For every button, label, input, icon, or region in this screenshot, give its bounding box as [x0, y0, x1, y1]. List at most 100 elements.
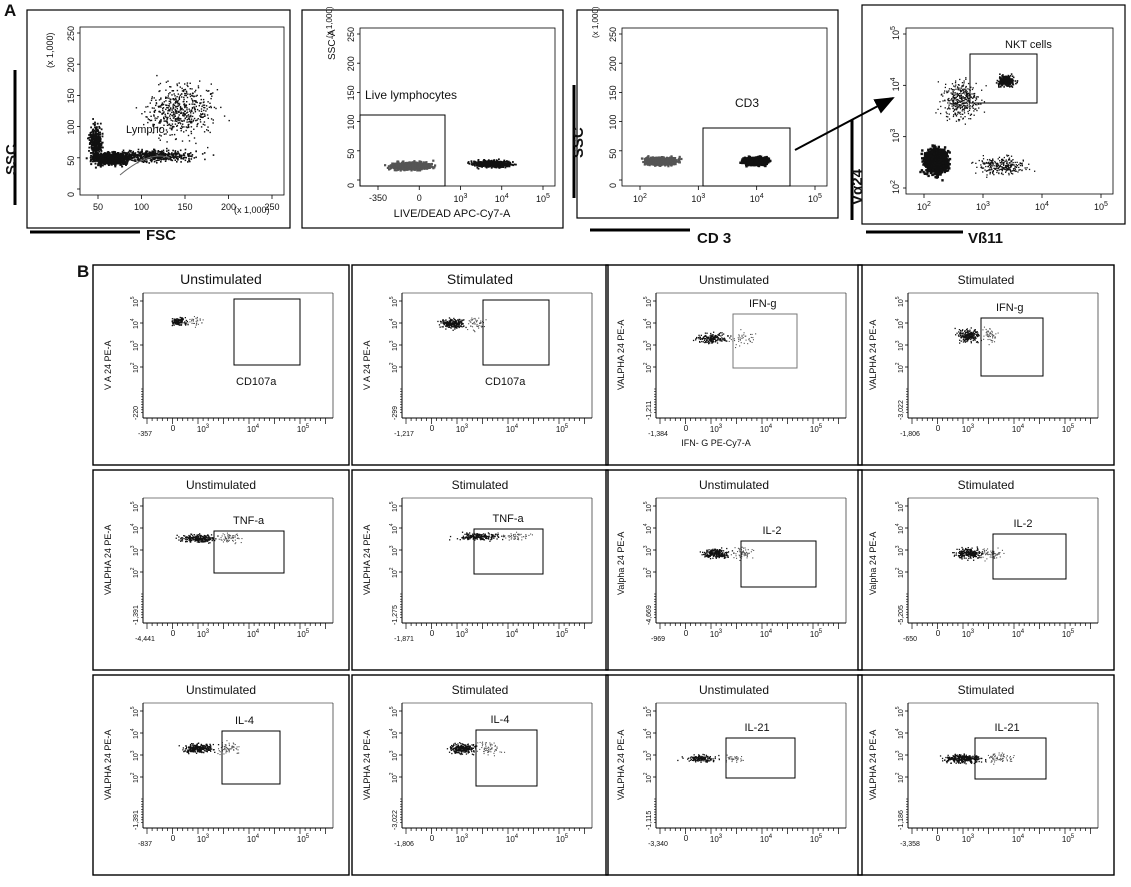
- event-dot: [112, 150, 115, 153]
- event-dot: [183, 98, 185, 101]
- event-dot: [187, 134, 190, 137]
- event-dot: [512, 164, 515, 167]
- event-dot: [169, 124, 172, 127]
- event-dot: [193, 103, 195, 105]
- event-dot: [127, 156, 130, 158]
- event-dot: [134, 158, 136, 161]
- event-dot: [390, 166, 393, 169]
- event-dot: [180, 123, 182, 125]
- tick-exponent: 4: [505, 193, 509, 200]
- event-dot: [171, 111, 173, 114]
- event-dot: [761, 161, 764, 164]
- event-dot: [169, 98, 171, 100]
- event-dot: [136, 155, 138, 157]
- event-dot: [397, 162, 400, 166]
- event-dot: [406, 166, 409, 169]
- event-dot: [156, 159, 159, 161]
- y-tick-label: 105: [890, 26, 901, 40]
- event-dot: [117, 159, 120, 161]
- event-dot: [642, 160, 645, 164]
- event-dot: [515, 163, 517, 166]
- event-dot: [184, 148, 187, 151]
- event-dot: [186, 91, 188, 93]
- event-dot: [163, 154, 165, 157]
- event-dot: [658, 164, 661, 167]
- event-dot: [174, 155, 177, 158]
- event-dot: [502, 164, 505, 167]
- event-dot: [196, 123, 198, 126]
- event-dot: [171, 134, 173, 136]
- event-dot: [157, 153, 160, 155]
- event-dot: [183, 112, 185, 114]
- event-dot: [95, 156, 98, 158]
- event-dot: [186, 115, 188, 117]
- event-dot: [158, 110, 161, 113]
- event-dot: [159, 134, 161, 136]
- event-dot: [487, 162, 489, 165]
- event-dot: [674, 163, 677, 166]
- event-dot: [669, 162, 673, 165]
- event-dot: [205, 89, 208, 92]
- event-dot: [174, 152, 177, 155]
- event-dot: [479, 163, 481, 166]
- event-dot: [145, 153, 148, 155]
- event-dot: [416, 165, 419, 168]
- event-dot: [177, 156, 180, 158]
- event-dot: [153, 107, 155, 109]
- event-dot: [765, 161, 768, 164]
- event-dot: [176, 155, 179, 158]
- event-dot: [658, 159, 661, 162]
- event-dot: [485, 163, 488, 165]
- event-dot: [111, 158, 114, 161]
- event-dot: [203, 101, 205, 103]
- event-dot: [121, 162, 124, 165]
- event-dot: [192, 120, 194, 123]
- event-dot: [144, 152, 146, 154]
- event-dot: [176, 110, 178, 113]
- event-dot: [162, 112, 165, 114]
- event-dot: [161, 113, 163, 115]
- event-dot: [103, 159, 106, 162]
- event-dot: [133, 155, 136, 158]
- event-dot: [159, 120, 161, 122]
- event-dot: [168, 158, 170, 161]
- event-dot: [174, 110, 177, 112]
- event-dot: [420, 163, 423, 166]
- event-dot: [176, 89, 179, 92]
- event-dot: [937, 145, 940, 149]
- event-dot: [160, 154, 163, 156]
- event-dot: [204, 158, 206, 161]
- event-dot: [96, 122, 99, 125]
- event-dot: [89, 139, 91, 142]
- event-dot: [428, 163, 432, 166]
- event-dot: [157, 151, 159, 153]
- event-dot: [740, 159, 744, 163]
- event-dot: [648, 164, 651, 167]
- event-dot: [145, 150, 148, 152]
- gate-label: Lympho: [126, 124, 165, 136]
- event-dot: [177, 119, 179, 122]
- event-dot: [98, 127, 101, 129]
- event-dot: [662, 159, 665, 162]
- event-dot: [158, 99, 161, 101]
- scale-y-label: (x 1,000): [45, 32, 55, 68]
- event-dot: [179, 117, 181, 120]
- event-dot: [749, 158, 752, 162]
- event-dot: [171, 154, 174, 156]
- event-dot: [147, 152, 150, 155]
- event-dot: [135, 154, 138, 156]
- event-dot: [148, 162, 150, 164]
- event-dot: [95, 128, 98, 130]
- event-dot: [101, 146, 103, 149]
- event-dot: [92, 130, 95, 133]
- event-dot: [185, 93, 187, 95]
- event-dot: [96, 136, 99, 138]
- event-dot: [757, 164, 761, 168]
- event-dot: [176, 108, 178, 110]
- event-dot: [142, 155, 145, 158]
- event-dot: [180, 155, 183, 158]
- event-dot: [91, 158, 94, 161]
- event-dot: [98, 144, 101, 146]
- event-dot: [99, 162, 101, 164]
- gate-rectangle: [359, 114, 446, 187]
